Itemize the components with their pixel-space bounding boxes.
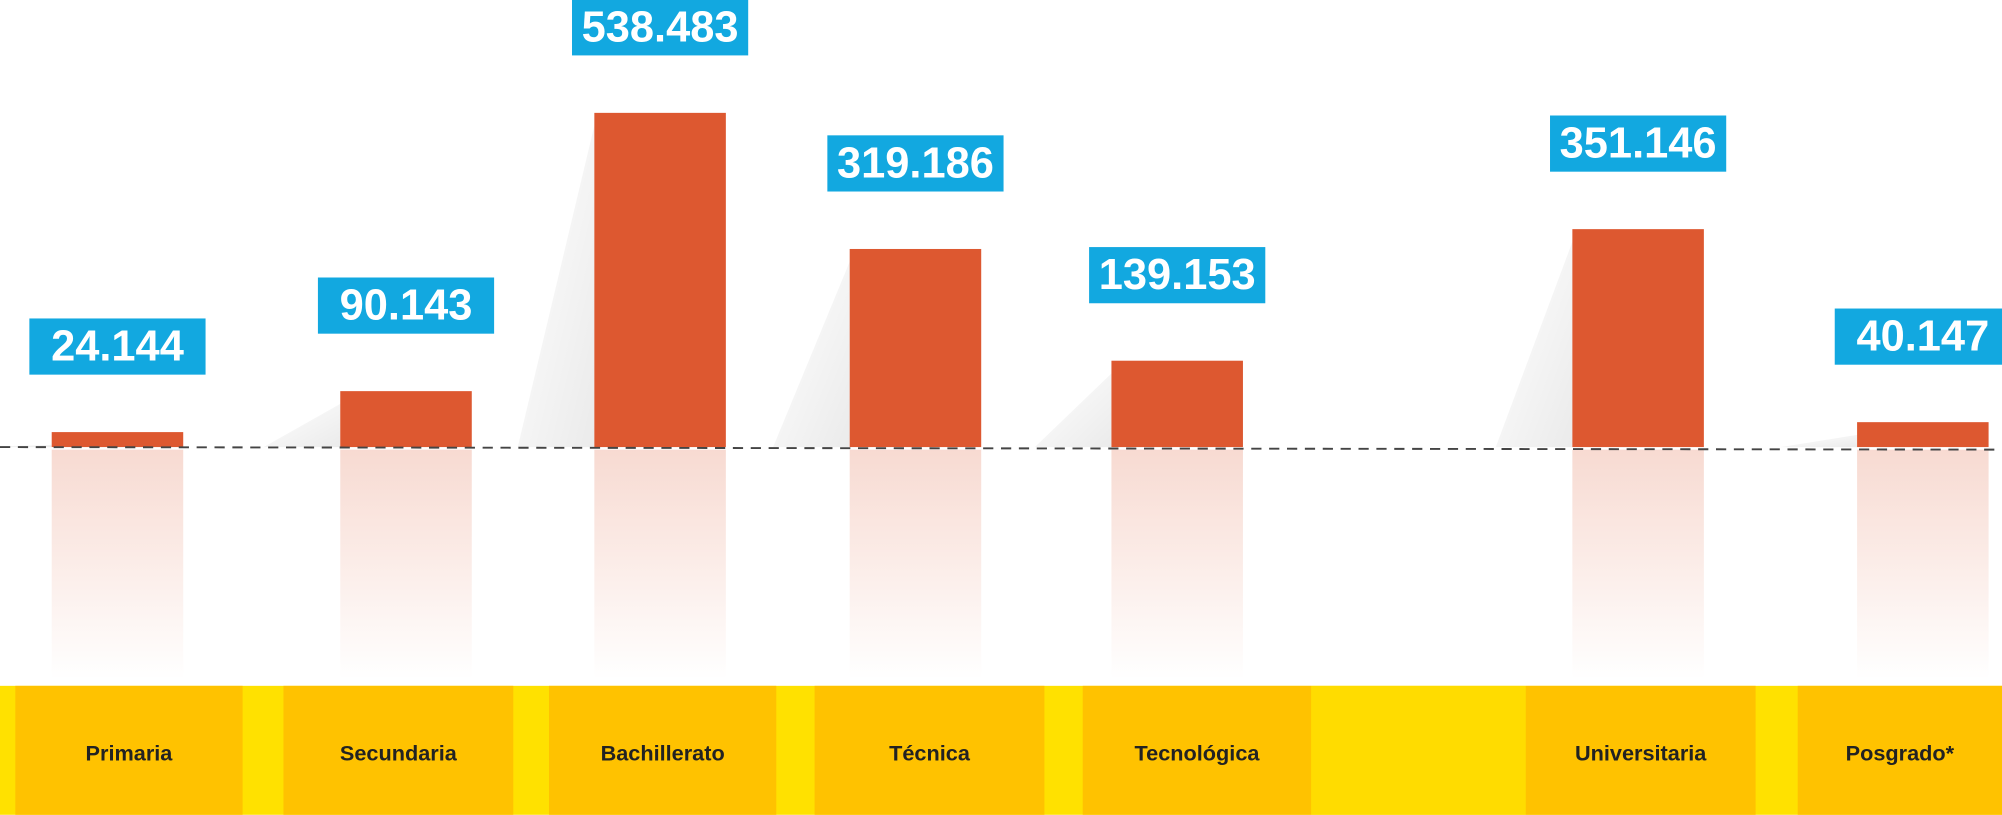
bar [340,391,472,448]
x-tick-label: Técnica [889,741,971,766]
value-label-box [317,277,495,334]
category-cell [1311,685,1526,815]
bar [1111,360,1243,448]
bar-shadow [773,261,850,448]
bar-reflection [51,449,184,680]
value-label: 139.153 [1099,251,1256,299]
category-cell [1082,685,1312,815]
bar [594,112,726,448]
x-tick-label: Primaria [86,741,174,766]
x-tick-label: Tecnológica [1135,741,1261,766]
bar-reflection [1111,449,1243,680]
category-cell [1797,685,2002,815]
bar-shadow [1034,373,1112,448]
bar-reflection [849,449,982,680]
category-cell [1525,685,1756,815]
bar-reflection [594,449,726,680]
bar-shadow [263,403,341,448]
x-tick-label: Bachillerato [601,741,725,766]
bar-shadow [1780,434,1858,448]
bar [1572,229,1704,448]
bar [1857,422,1989,448]
value-label: 90.143 [340,282,473,330]
value-label: 538.483 [582,3,739,51]
bar-shadow [517,125,595,448]
bar-reflection [1857,449,1989,680]
bar-shadow [1495,241,1573,448]
value-label-box [1834,308,2002,365]
value-label: 24.144 [51,323,184,371]
value-label-box [29,318,206,375]
category-cell [549,685,777,815]
value-label: 319.186 [837,139,994,187]
category-cell [814,685,1045,815]
value-label: 351.146 [1560,120,1717,168]
value-label-box [827,135,1004,192]
baseline [0,446,2002,451]
bar-reflection [1572,449,1704,680]
x-tick-label: Posgrado* [1846,741,1955,766]
bar [849,248,982,448]
x-tick-label: Universitaria [1575,741,1707,766]
category-cell [283,685,514,815]
value-label-box [1089,247,1266,304]
value-label-box [572,0,749,56]
x-tick-label: Secundaria [340,741,458,766]
value-label-box [1550,115,1727,172]
bar [51,432,184,448]
bar-reflection [340,449,472,680]
category-cell [15,685,243,815]
value-label: 40.147 [1856,313,1989,361]
